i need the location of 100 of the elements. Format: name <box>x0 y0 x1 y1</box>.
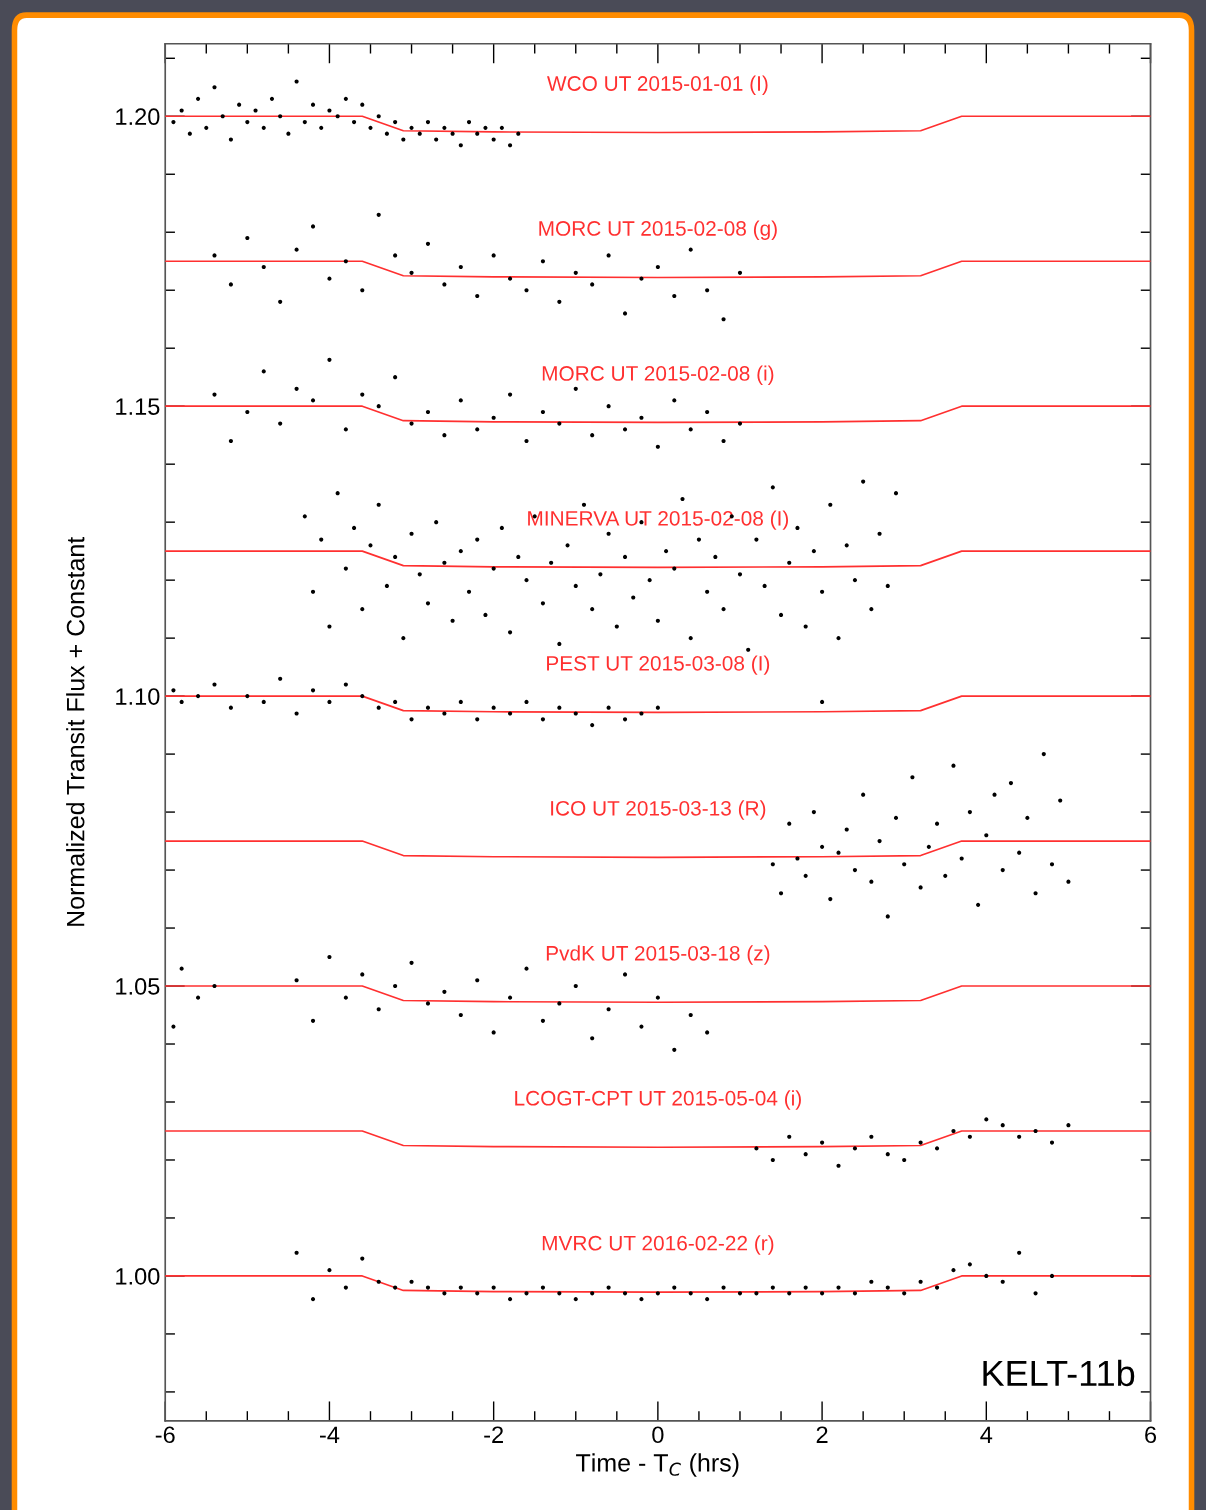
point <box>425 119 431 125</box>
point <box>319 125 324 130</box>
point <box>861 792 866 797</box>
point <box>705 1297 710 1302</box>
point <box>778 891 784 896</box>
point <box>195 96 201 101</box>
point <box>360 102 365 107</box>
point <box>606 1007 611 1012</box>
series-label: WCO UT 2015-01-01 (I) <box>547 75 768 95</box>
point <box>655 264 660 270</box>
point <box>655 705 660 710</box>
point <box>540 1285 545 1290</box>
point <box>376 1007 381 1012</box>
point <box>327 699 332 704</box>
y-tick-label: 1.05 <box>116 978 160 995</box>
point <box>417 131 422 136</box>
point <box>1066 1123 1071 1128</box>
point <box>245 235 250 241</box>
point <box>310 398 316 403</box>
point <box>294 978 299 983</box>
point <box>902 1157 907 1163</box>
point <box>466 119 472 125</box>
x-tick-label: 2 <box>816 1426 828 1443</box>
x-axis-title: Time - T$_{C}$ (hrs) <box>576 1453 739 1477</box>
point <box>1049 1140 1055 1145</box>
point <box>294 1250 299 1255</box>
point <box>951 1128 956 1134</box>
point <box>360 694 365 699</box>
point <box>491 415 496 420</box>
point <box>573 983 578 989</box>
point <box>984 1117 989 1122</box>
point <box>885 914 890 919</box>
y-tick-label: 1.10 <box>116 688 160 705</box>
point <box>557 299 562 304</box>
point <box>228 438 233 444</box>
point <box>836 1163 841 1168</box>
point <box>393 375 398 380</box>
point <box>770 1157 775 1163</box>
point <box>984 833 989 838</box>
point <box>310 1018 316 1023</box>
point <box>1017 1134 1022 1139</box>
series-label: MINERVA UT 2015-02-08 (I) <box>528 510 789 530</box>
point <box>393 253 398 258</box>
point <box>425 1001 431 1006</box>
point <box>787 1291 792 1296</box>
point <box>524 699 529 704</box>
point <box>442 989 447 994</box>
point <box>261 699 266 704</box>
point <box>705 409 710 415</box>
point <box>844 827 849 832</box>
point <box>458 143 463 148</box>
point <box>622 427 628 432</box>
point <box>245 119 250 125</box>
point <box>507 1297 513 1302</box>
point <box>705 288 710 293</box>
series-label: MVRC UT 2016-02-22 (r) <box>542 1235 774 1255</box>
point <box>803 873 808 878</box>
point <box>1025 815 1030 820</box>
line-series <box>165 695 1151 714</box>
point <box>639 415 644 420</box>
point <box>310 102 316 107</box>
point <box>212 85 217 90</box>
point <box>343 995 348 1000</box>
line-series <box>165 260 1151 279</box>
point <box>639 1297 644 1302</box>
point <box>171 119 176 125</box>
point <box>245 694 250 699</box>
point <box>475 1291 480 1296</box>
point <box>524 288 529 293</box>
point <box>590 282 595 287</box>
point <box>483 125 488 130</box>
point <box>343 1285 348 1290</box>
point <box>721 1285 726 1290</box>
point <box>294 386 299 391</box>
point <box>195 995 201 1000</box>
point <box>212 682 217 687</box>
point <box>573 270 578 275</box>
point <box>655 444 660 449</box>
point <box>278 676 283 681</box>
line-series <box>165 840 1151 859</box>
point <box>228 282 233 287</box>
point <box>343 96 348 101</box>
point <box>524 438 529 444</box>
point <box>1000 1279 1005 1284</box>
point <box>590 1036 595 1041</box>
point <box>393 119 398 125</box>
point <box>902 862 907 867</box>
point <box>327 1268 332 1273</box>
x-tick-label: 0 <box>652 1426 664 1444</box>
point <box>672 293 677 299</box>
point <box>187 131 192 136</box>
point <box>540 259 545 264</box>
point <box>902 1291 907 1296</box>
point <box>1041 752 1046 757</box>
point <box>828 896 833 902</box>
point <box>688 1291 693 1296</box>
point <box>655 995 660 1000</box>
point <box>269 96 275 101</box>
point <box>967 1134 972 1139</box>
point <box>261 264 266 270</box>
